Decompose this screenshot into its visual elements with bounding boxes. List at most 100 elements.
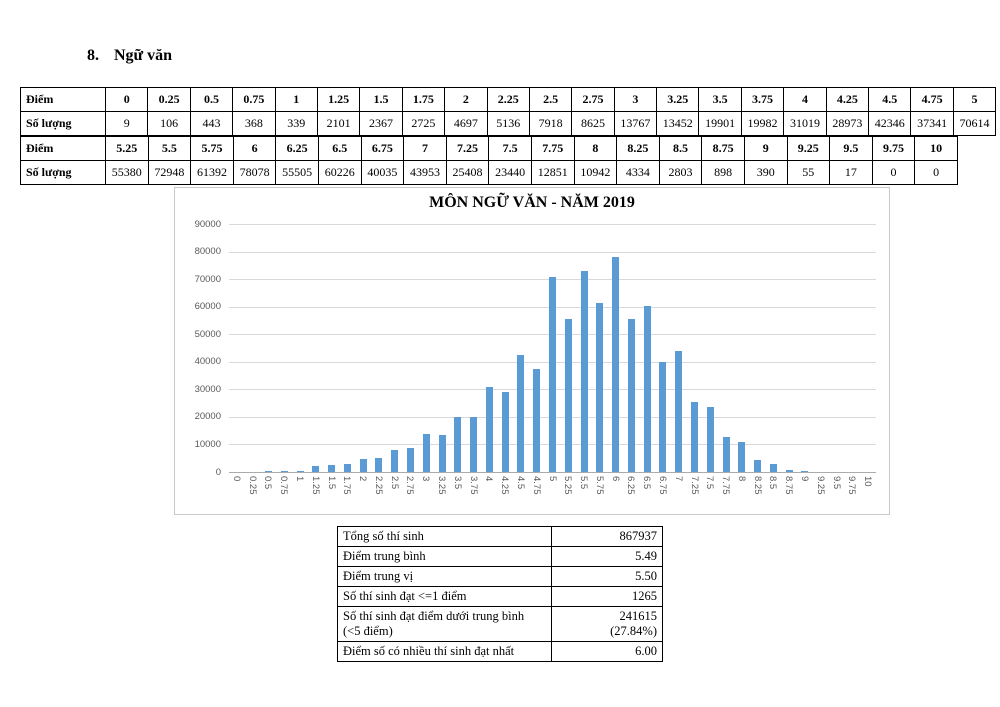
x-axis-tick-label: 7: [672, 476, 684, 482]
score-row-header: Điểm: [20, 136, 106, 161]
y-axis-tick-label: 10000: [194, 438, 221, 450]
bar-5.5: [580, 270, 588, 472]
bar-6.5: [643, 306, 651, 472]
count-cell: 17: [829, 160, 873, 185]
score-cell: 6.5: [317, 136, 362, 161]
summary-table: Tổng số thí sinh 867937 Điểm trung bình 5.4…: [337, 526, 663, 662]
summary-value: 867937: [551, 526, 663, 547]
score-cell: 6.75: [360, 136, 405, 161]
x-axis-tick-label: 8.25: [751, 476, 763, 495]
count-cell: 2803: [658, 160, 703, 185]
y-axis-tick-label: 20000: [194, 411, 221, 423]
count-cell: 28973: [825, 111, 870, 136]
count-cell: 443: [189, 111, 234, 136]
count-cell: 0: [871, 160, 916, 185]
x-axis-tick-label: 4: [483, 476, 495, 482]
score-cell: 2.25: [486, 87, 530, 112]
bar-3: [422, 434, 430, 472]
count-cell: 19901: [698, 111, 742, 136]
summary-value: 6.00: [551, 641, 663, 662]
y-axis-tick-label: 80000: [194, 246, 221, 258]
x-axis-tick-label: 2.75: [404, 476, 416, 495]
score-cell: 7.75: [530, 136, 575, 161]
count-cell: 19982: [740, 111, 785, 136]
bar-3.25: [438, 434, 446, 472]
x-axis-tick-label: 6.25: [625, 476, 637, 495]
gridline: [229, 251, 876, 253]
count-row: Số lượng 55380 72948 61392 78078 55505 60226 40…: [20, 160, 958, 185]
x-axis-tick-label: 3.5: [451, 476, 463, 490]
score-cell: 5.25: [105, 136, 149, 161]
x-axis-tick-label: 1: [294, 476, 305, 482]
x-axis-tick-label: 4.5: [514, 476, 526, 490]
bar-0.75: [280, 470, 288, 472]
summary-row: Điểm trung vị 5.50: [337, 566, 663, 587]
bar-3.5: [454, 417, 462, 472]
score-cell: 9.5: [829, 136, 873, 161]
count-cell: 0: [914, 160, 958, 185]
y-axis-tick-label: 70000: [194, 273, 221, 285]
y-axis-tick-label: 40000: [194, 356, 221, 368]
count-cell: 13767: [613, 111, 658, 136]
count-cell: 61392: [190, 160, 234, 185]
x-axis-tick-label: 0.5: [262, 476, 274, 490]
y-axis-tick-label: 0: [215, 466, 221, 478]
bar-6: [612, 256, 620, 472]
count-cell: 78078: [232, 160, 277, 185]
count-cell: 40035: [360, 160, 405, 185]
bar-2: [359, 459, 367, 472]
bar-7.25: [691, 401, 699, 472]
bar-8: [738, 441, 746, 472]
summary-label: Điểm trung bình: [337, 546, 552, 567]
x-axis-tick-label: 3.75: [467, 476, 479, 495]
count-cell: 4697: [444, 111, 488, 136]
x-axis-tick-label: 1.75: [341, 476, 353, 495]
bar-1.5: [328, 465, 336, 472]
x-axis-tick-label: 9: [798, 476, 810, 482]
x-axis-tick-label: 2: [357, 476, 369, 482]
gridline: [229, 224, 876, 225]
score-row: Điểm 0 0.25 0.5 0.75 1 1.25 1.5 1.75 2 2.25 2.5 2.75…: [20, 87, 997, 112]
count-cell: 339: [274, 111, 318, 136]
y-axis-tick-label: 30000: [194, 383, 221, 395]
x-axis-tick-label: 4.75: [530, 476, 542, 495]
count-cell: 55380: [105, 160, 149, 185]
y-axis-tick-label: 60000: [194, 301, 221, 313]
count-cell: 31019: [783, 111, 827, 136]
score-cell: 8: [573, 136, 618, 161]
chart-title: MÔN NGỮ VĂN - NĂM 2019: [429, 194, 635, 211]
x-axis-tick-label: 8.75: [783, 476, 795, 495]
x-axis-tick-label: 3.25: [436, 476, 448, 495]
count-cell: 43953: [403, 160, 447, 185]
bar-4.5: [517, 355, 525, 472]
x-axis-tick-label: 6: [609, 476, 621, 482]
score-cell: 0.25: [147, 87, 191, 112]
count-row-header: Số lượng: [20, 111, 106, 136]
bar-8.25: [754, 460, 762, 472]
summary-label: Điểm số có nhiều thí sinh đạt nhất: [337, 641, 552, 662]
score-cell: 2.5: [528, 87, 573, 112]
score-cell: 8.5: [658, 136, 703, 161]
score-cell: 4.25: [825, 87, 870, 112]
x-axis-tick-label: 6.5: [641, 476, 653, 490]
score-row: Điểm 5.25 5.5 5.75 6 6.25 6.5 6.75 7 7.25 7.5 7.75 8…: [20, 136, 958, 161]
summary-label: Tổng số thí sinh: [337, 526, 552, 547]
x-axis-tick-label: 5.25: [562, 476, 574, 495]
bar-8.75: [785, 469, 793, 472]
bar-4: [485, 386, 493, 472]
x-axis-tick-label: 7.25: [688, 476, 700, 495]
bar-1.25: [312, 466, 320, 472]
bar-6.25: [627, 319, 635, 472]
bar-0.5: [264, 470, 272, 472]
count-cell: 2725: [401, 111, 446, 136]
count-cell: 42346: [868, 111, 912, 136]
count-row: Số lượng 9 106 443 368 339 2101 2367 2725 4697 513…: [20, 111, 997, 136]
score-cell: 2.75: [571, 87, 615, 112]
x-axis-tick-label: 0: [230, 476, 242, 482]
x-axis-tick-label: 5.5: [578, 476, 590, 490]
summary-row: Tổng số thí sinh 867937: [337, 526, 663, 547]
count-cell: 8625: [571, 111, 615, 136]
summary-label: Điểm trung vị: [337, 566, 552, 587]
score-cell: 8.25: [616, 136, 660, 161]
